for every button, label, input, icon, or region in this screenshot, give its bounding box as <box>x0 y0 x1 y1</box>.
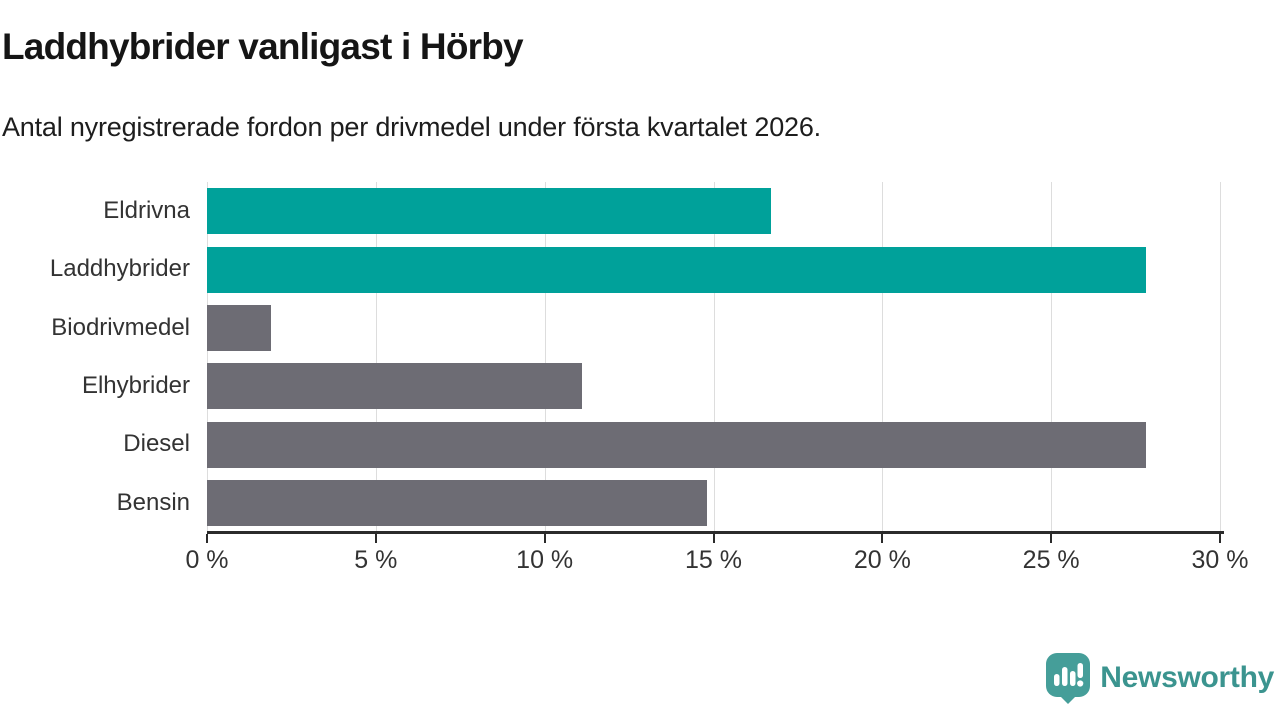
axis-tick-label: 25 % <box>1022 546 1080 574</box>
category-label: Laddhybrider <box>49 255 190 283</box>
axis-tick-label: 15 % <box>685 546 742 574</box>
bar <box>207 188 771 235</box>
gridline <box>1051 182 1053 532</box>
axis-tick <box>374 534 377 543</box>
bar-plot-area <box>207 182 1221 532</box>
axis-tick <box>206 534 208 543</box>
chart-title: Laddhybrider vanligast i Hörby <box>2 26 524 67</box>
axis-tick <box>712 534 715 543</box>
bar <box>207 363 582 410</box>
newsworthy-icon <box>1046 653 1091 704</box>
gridline <box>1220 182 1221 532</box>
axis-tick <box>1219 534 1221 543</box>
newsworthy-logo[interactable]: Newsworthy <box>1045 652 1274 704</box>
newsworthy-wordmark: Newsworthy <box>1100 661 1274 694</box>
axis-tick <box>543 534 546 543</box>
bar <box>207 479 707 526</box>
gridline <box>544 182 546 532</box>
axis-tick-label: 30 % <box>1191 546 1249 574</box>
chart-subtitle: Antal nyregistrerade fordon per drivmede… <box>2 112 821 142</box>
axis-tick-label: 5 % <box>354 546 398 574</box>
axis-tick <box>1050 534 1053 543</box>
bar <box>207 246 1146 293</box>
axis-tick-label: 10 % <box>516 546 574 574</box>
gridline <box>207 182 208 532</box>
category-label: Diesel <box>123 430 190 458</box>
gridline <box>713 182 715 532</box>
category-label: Bensin <box>116 488 190 516</box>
x-axis-line <box>207 531 1224 534</box>
category-label: Elhybrider <box>81 372 190 400</box>
gridline <box>375 182 377 532</box>
axis-tick-label: 20 % <box>853 546 911 574</box>
bar <box>207 421 1146 468</box>
bar <box>207 304 272 351</box>
category-label: Biodrivmedel <box>51 313 190 341</box>
gridline <box>882 182 884 532</box>
category-label: Eldrivna <box>103 197 190 225</box>
category-axis-labels: Eldrivna Laddhybrider Biodrivmedel Elhybrid… <box>0 182 190 532</box>
axis-tick <box>881 534 884 543</box>
axis-tick-label: 0 % <box>185 546 229 574</box>
